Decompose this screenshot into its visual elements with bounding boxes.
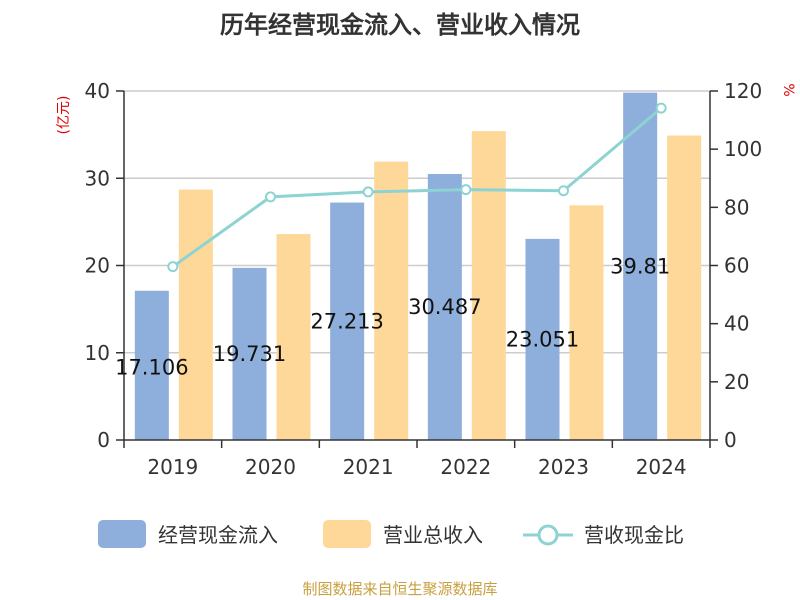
bar-cash-inflow — [525, 238, 560, 440]
bar-cash-inflow — [427, 174, 462, 441]
legend-label-cash-inflow[interactable]: 经营现金流入 — [158, 523, 278, 547]
axis-layer: 0 10 20 30 40 0 20 40 60 80 100 120 2019 2020 2021 2022… — [85, 79, 763, 479]
source-note: 制图数据来自恒生聚源数据库 — [302, 580, 497, 598]
left-tick-label: 10 — [85, 341, 110, 365]
x-tick-label: 2023 — [538, 455, 589, 479]
right-tick-label: 20 — [724, 370, 749, 394]
legend-swatch-revenue[interactable] — [323, 520, 371, 548]
legend-swatch-ratio-marker[interactable] — [537, 524, 559, 546]
data-label-cash-inflow: 27.213 — [310, 309, 383, 333]
bar-revenue — [471, 131, 506, 440]
x-tick-label: 2020 — [245, 455, 296, 479]
legend: 经营现金流入 营业总收入 营收现金比 — [98, 520, 684, 548]
data-label-cash-inflow: 30.487 — [408, 295, 481, 319]
ratio-point — [460, 184, 472, 196]
x-tick-label: 2021 — [343, 455, 394, 479]
ratio-point — [362, 186, 374, 198]
x-tick-label: 2024 — [636, 455, 687, 479]
legend-label-revenue[interactable]: 营业总收入 — [383, 523, 483, 547]
bar-revenue — [276, 234, 311, 440]
legend-swatch-cash-inflow[interactable] — [98, 520, 146, 548]
x-tick-label: 2022 — [440, 455, 491, 479]
ratio-point — [265, 191, 276, 203]
ratio-point — [558, 185, 569, 197]
bar-cash-inflow — [232, 267, 267, 440]
bar-cash-inflow — [623, 92, 658, 441]
ratio-point — [167, 261, 179, 273]
right-tick-label: 40 — [724, 312, 749, 336]
bar-layer — [134, 92, 702, 441]
chart-title: 历年经营现金流入、营业收入情况 — [220, 11, 580, 39]
left-axis-label: (亿元) — [56, 96, 72, 135]
bar-revenue — [374, 161, 409, 441]
legend-label-ratio[interactable]: 营收现金比 — [584, 523, 684, 547]
left-tick-label: 30 — [85, 166, 110, 190]
bar-revenue — [178, 189, 213, 440]
ratio-line — [171, 107, 663, 268]
right-tick-label: 80 — [724, 195, 749, 219]
right-tick-label: 100 — [724, 137, 762, 161]
data-label-cash-inflow: 23.051 — [506, 327, 579, 351]
bar-cash-inflow — [330, 202, 365, 440]
data-label-cash-inflow: 39.81 — [610, 254, 670, 278]
line-layer — [167, 102, 667, 273]
left-tick-label: 40 — [85, 79, 110, 103]
bar-revenue — [569, 205, 604, 440]
data-label-cash-inflow: 17.106 — [115, 355, 188, 379]
label-layer: 17.106 19.731 27.213 30.487 23.051 39.81 — [115, 254, 670, 379]
right-tick-label: 0 — [724, 428, 737, 452]
bar-cash-inflow — [134, 290, 169, 440]
bar-revenue — [667, 135, 702, 440]
right-tick-label: 60 — [724, 254, 749, 278]
data-label-cash-inflow: 19.731 — [213, 342, 286, 366]
grid-layer — [124, 90, 710, 354]
right-tick-label: 120 — [724, 79, 762, 103]
ratio-point — [655, 102, 667, 114]
x-tick-label: 2019 — [147, 455, 198, 479]
right-axis-label: % — [780, 83, 796, 96]
left-tick-label: 0 — [97, 428, 110, 452]
left-tick-label: 20 — [85, 254, 110, 278]
